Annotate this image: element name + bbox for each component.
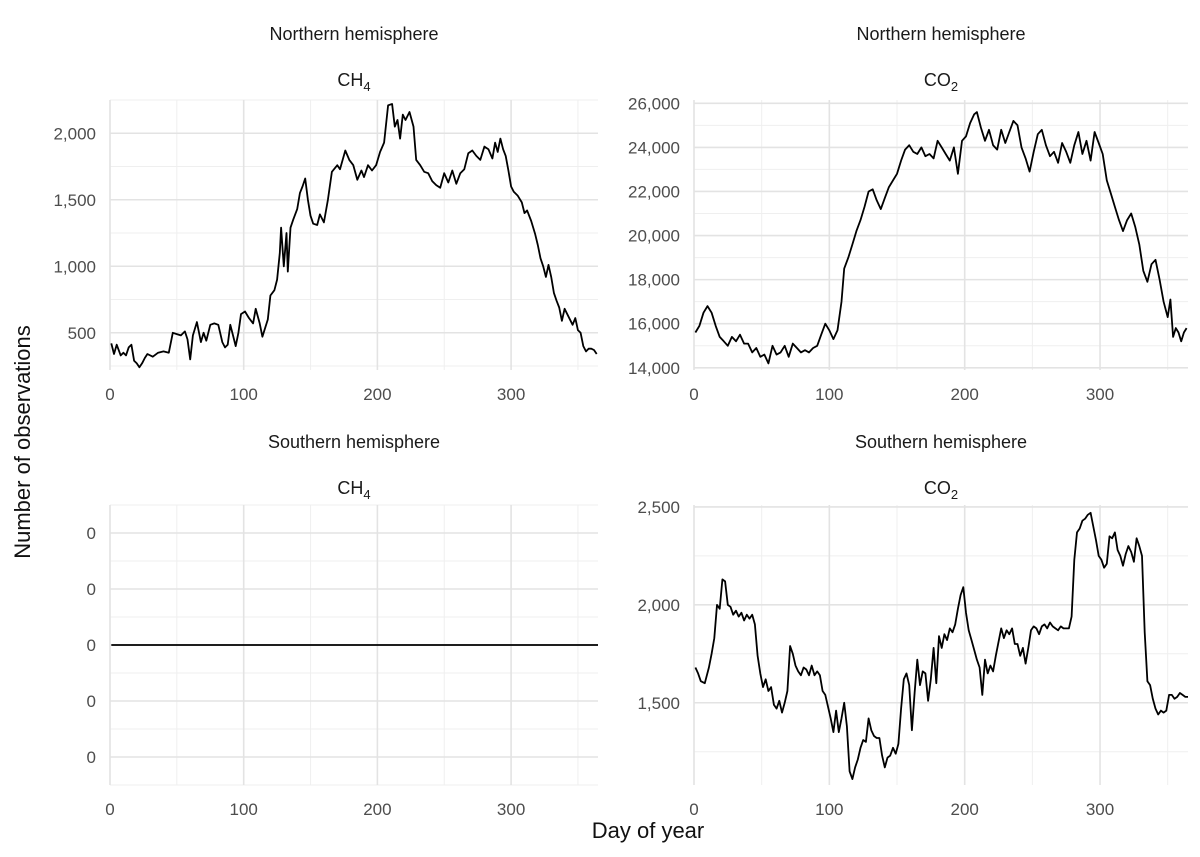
y-tick-label: 14,000 xyxy=(628,359,680,378)
y-axis-title: Number of observations xyxy=(10,325,35,559)
y-tick-label: 0 xyxy=(87,580,96,599)
x-tick-label: 200 xyxy=(363,385,391,404)
y-tick-label: 26,000 xyxy=(628,94,680,113)
x-tick-label: 100 xyxy=(230,385,258,404)
y-tick-label: 16,000 xyxy=(628,315,680,334)
panel-3: 0 100 200 300 0 0 0 0 0 Southern hemisphere CH4 xyxy=(87,432,598,819)
series-line xyxy=(694,511,1188,780)
x-tick-label: 200 xyxy=(950,800,978,819)
series-line xyxy=(694,111,1188,365)
y-tick-label: 0 xyxy=(87,636,96,655)
x-tick-label: 300 xyxy=(1086,385,1114,404)
y-tick-label: 0 xyxy=(87,692,96,711)
panel-hemisphere-label: Northern hemisphere xyxy=(856,24,1025,44)
panel-4: 0 100 200 300 1,500 2,000 2,500 Southern hemisp… xyxy=(637,432,1188,819)
x-tick-label: 100 xyxy=(815,385,843,404)
y-tick-label: 24,000 xyxy=(628,138,680,157)
y-tick-label: 0 xyxy=(87,748,96,767)
panel-1: 0 100 200 300 500 1,000 1,500 2,000 Northern hem… xyxy=(53,24,598,404)
y-tick-label: 1,000 xyxy=(53,257,96,276)
x-tick-label: 0 xyxy=(105,385,114,404)
panel-gas-label: CO2 xyxy=(924,70,958,94)
y-tick-label: 22,000 xyxy=(628,182,680,201)
x-tick-label: 0 xyxy=(689,800,698,819)
x-tick-label: 0 xyxy=(105,800,114,819)
series-line xyxy=(110,103,598,369)
panel-gas-label: CH4 xyxy=(337,70,370,94)
panel-gas-label: CH4 xyxy=(337,478,370,502)
x-tick-label: 200 xyxy=(950,385,978,404)
y-tick-label: 0 xyxy=(87,524,96,543)
y-tick-label: 18,000 xyxy=(628,271,680,290)
y-tick-label: 1,500 xyxy=(53,191,96,210)
x-tick-label: 100 xyxy=(230,800,258,819)
x-tick-label: 200 xyxy=(363,800,391,819)
x-axis-title: Day of year xyxy=(592,818,705,843)
y-tick-label: 1,500 xyxy=(637,694,680,713)
y-tick-label: 2,500 xyxy=(637,498,680,517)
panel-hemisphere-label: Northern hemisphere xyxy=(269,24,438,44)
panel-hemisphere-label: Southern hemisphere xyxy=(855,432,1027,452)
y-tick-label: 2,000 xyxy=(53,124,96,143)
panel-gas-label: CO2 xyxy=(924,478,958,502)
y-tick-label: 2,000 xyxy=(637,596,680,615)
x-tick-label: 100 xyxy=(815,800,843,819)
panel-hemisphere-label: Southern hemisphere xyxy=(268,432,440,452)
x-tick-label: 0 xyxy=(689,385,698,404)
y-tick-label: 20,000 xyxy=(628,227,680,246)
panel-2: 0 100 200 300 14,000 16,000 18,000 20,000 22,000… xyxy=(628,24,1188,404)
x-tick-label: 300 xyxy=(497,385,525,404)
y-tick-label: 500 xyxy=(68,324,96,343)
x-tick-label: 300 xyxy=(1086,800,1114,819)
x-tick-label: 300 xyxy=(497,800,525,819)
